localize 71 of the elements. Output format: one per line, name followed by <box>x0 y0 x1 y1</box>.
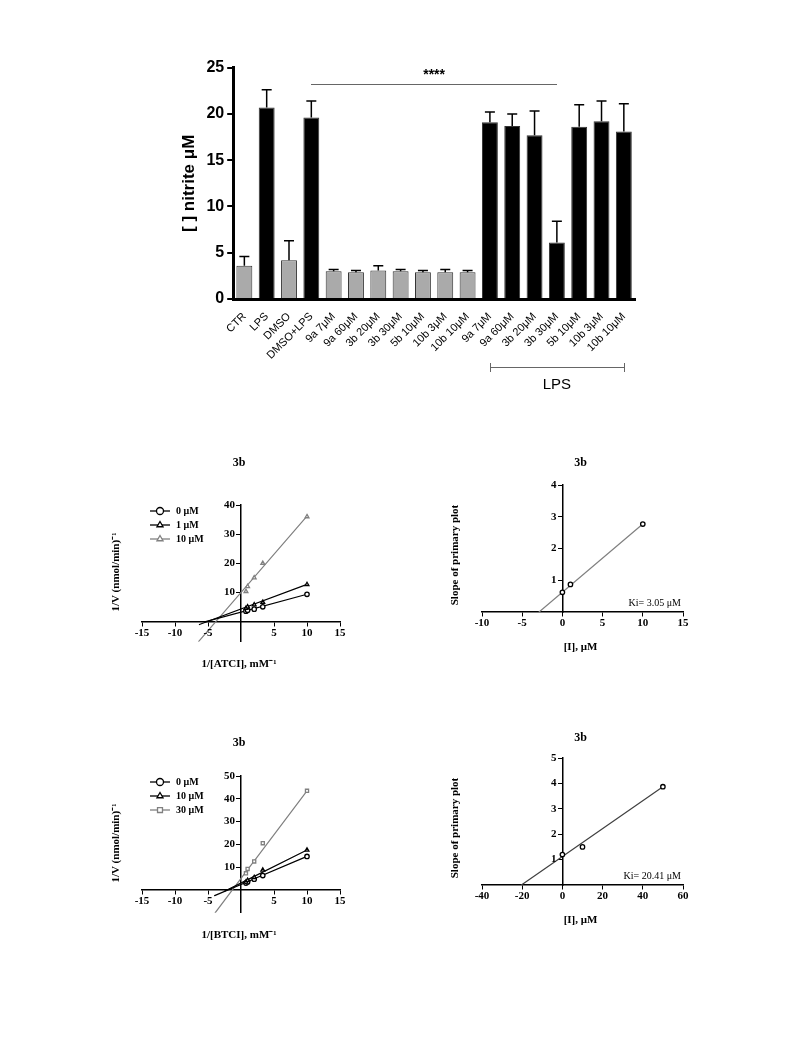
x-tick-label: -10 <box>167 625 183 638</box>
x-tick-label: 40 <box>637 889 649 902</box>
x-tick-label: 5 <box>599 616 606 629</box>
y-tick-label: 15 <box>206 150 225 168</box>
annotation: Ki= 3.05 μM <box>628 596 682 608</box>
legend-label: 1 μM <box>176 518 200 530</box>
y-tick-label: 3 <box>550 509 557 522</box>
y-tick-label: 1 <box>550 573 557 586</box>
y-tick-label: 30 <box>224 814 236 827</box>
x-tick-label: -40 <box>474 889 490 902</box>
x-axis-title: 1/[ATCI], mM⁻¹ <box>201 656 277 670</box>
legend-label: 10 μM <box>176 789 205 801</box>
y-tick-label: 1 <box>550 852 557 865</box>
x-axis-title: [I], μM <box>563 913 598 925</box>
x-axis-title: 1/[BTCI], mM⁻¹ <box>201 927 277 941</box>
y-tick-label: 10 <box>206 196 225 214</box>
x-tick-label: -15 <box>134 625 150 638</box>
y-tick-label: 5 <box>215 243 225 261</box>
y-axis-title: Slope of primary plot <box>448 504 460 605</box>
legend-label: 10 μM <box>176 532 205 544</box>
x-tick-label: 10 <box>301 894 313 907</box>
y-tick-label: 2 <box>550 541 557 554</box>
x-tick-label: 10 <box>637 616 649 629</box>
x-tick-label: -5 <box>203 625 214 638</box>
y-tick-label: 10 <box>224 585 236 598</box>
y-tick-label: 3 <box>550 801 557 814</box>
y-axis-title: [ ] nitrite μM <box>178 134 198 232</box>
x-tick-label: 5 <box>271 894 278 907</box>
x-tick-label: 20 <box>597 889 609 902</box>
y-tick-label: 50 <box>224 768 236 781</box>
legend-label: 0 μM <box>176 504 200 516</box>
x-tick-label: -10 <box>167 894 183 907</box>
y-tick-label: 20 <box>224 556 236 569</box>
y-tick-label: 0 <box>215 289 225 307</box>
x-tick-label: -5 <box>517 616 528 629</box>
y-tick-label: 25 <box>206 58 225 76</box>
chart-title: 3b <box>573 455 588 470</box>
x-tick-label: 0 <box>559 616 566 629</box>
legend-label: 0 μM <box>176 775 200 787</box>
y-tick-label: 40 <box>224 497 236 510</box>
x-tick-label: -10 <box>474 616 490 629</box>
y-axis-title: 1/V (nmol/min)⁻¹ <box>107 803 122 883</box>
y-tick-label: 5 <box>550 750 557 763</box>
y-tick-label: 10 <box>224 859 236 872</box>
y-axis-title: 1/V (nmol/min)⁻¹ <box>107 532 122 612</box>
y-tick-label: 4 <box>550 477 557 490</box>
x-axis-title: [I], μM <box>563 640 598 652</box>
x-tick-label: 15 <box>677 616 689 629</box>
y-tick-label: 20 <box>224 837 236 850</box>
x-tick-label: 0 <box>559 889 566 902</box>
y-tick-label: 4 <box>550 776 557 789</box>
x-tick-label: -5 <box>203 894 214 907</box>
y-tick-label: 20 <box>206 104 225 122</box>
y-tick-label: 2 <box>550 827 557 840</box>
y-axis-title: Slope of primary plot <box>448 777 460 878</box>
x-tick-label: 60 <box>677 889 689 902</box>
x-tick-label: 5 <box>271 625 278 638</box>
x-tick-label: -20 <box>514 889 531 902</box>
y-tick-label: 30 <box>224 526 236 539</box>
x-tick-label: -15 <box>134 894 150 907</box>
x-tick-label: 10 <box>301 625 313 638</box>
chart-title: 3b <box>573 730 588 745</box>
chart-title: 3b <box>231 455 247 470</box>
annotation: Ki= 20.41 μM <box>623 869 682 881</box>
legend-label: 30 μM <box>176 803 205 815</box>
x-tick-label: 15 <box>334 625 346 638</box>
text: LPS <box>542 374 572 392</box>
x-tick-label: 15 <box>334 894 346 907</box>
chart-title: 3b <box>231 735 247 750</box>
y-tick-label: 40 <box>224 791 236 804</box>
annotation: **** <box>423 66 446 83</box>
